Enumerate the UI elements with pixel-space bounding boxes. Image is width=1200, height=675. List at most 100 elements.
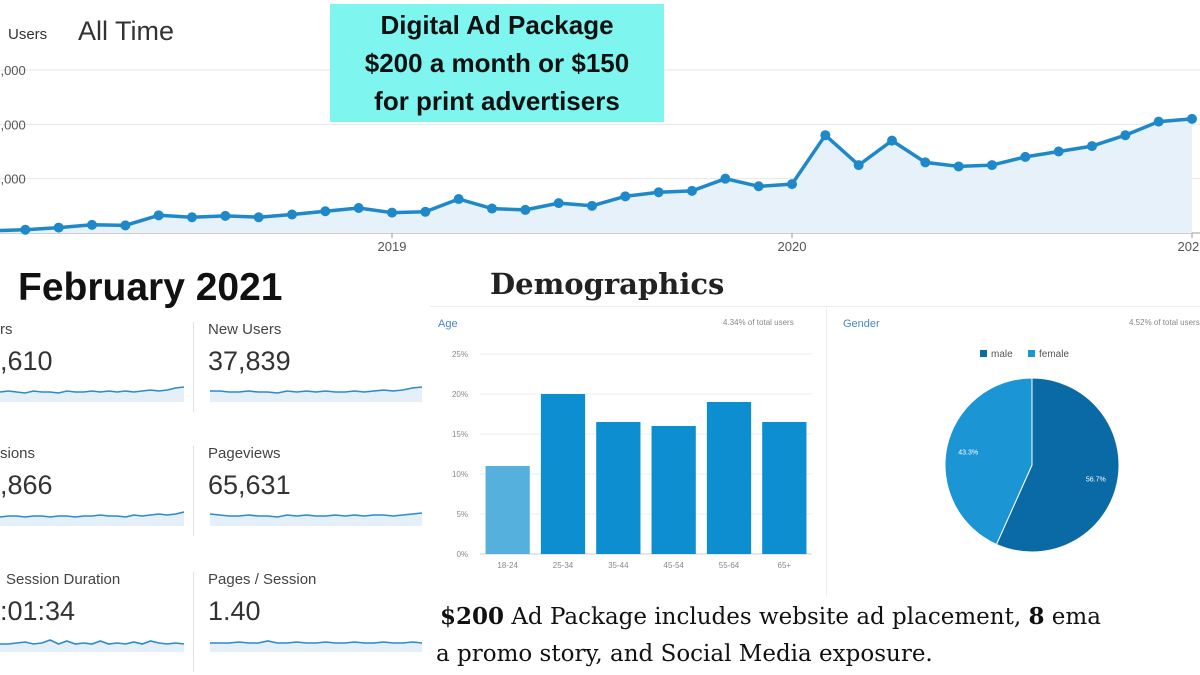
- data-point[interactable]: [87, 219, 97, 230]
- data-point[interactable]: [1187, 113, 1197, 124]
- metric-tile-new-users[interactable]: New Users 37,839: [206, 318, 426, 408]
- age-bar-chart: 25% 20% 15% 10% 5% 0% 18-24 25-34 35-44 45-54 55-…: [452, 350, 812, 570]
- legend-swatch: [980, 350, 987, 357]
- data-point[interactable]: [553, 198, 564, 209]
- data-point[interactable]: [487, 203, 497, 214]
- x-tick-label: 25-34: [553, 561, 574, 570]
- data-point[interactable]: [1053, 146, 1064, 157]
- data-point[interactable]: [820, 130, 831, 141]
- data-point[interactable]: [520, 204, 531, 215]
- data-point[interactable]: [453, 194, 464, 205]
- sparkline: [0, 386, 184, 402]
- description-text: Ad Package includes website ad placement…: [504, 604, 1029, 630]
- data-point[interactable]: [1087, 141, 1097, 152]
- metric-label: Session Duration: [6, 571, 121, 588]
- x-tick-label: 55-64: [719, 561, 740, 570]
- y-tick-label: 40,000: [0, 117, 26, 132]
- legend-label: female: [1039, 349, 1069, 360]
- promo-line-3: for print advertisers: [374, 86, 620, 116]
- data-point[interactable]: [587, 200, 597, 211]
- data-point[interactable]: [387, 207, 397, 218]
- data-point[interactable]: [687, 185, 697, 196]
- age-bar[interactable]: [485, 466, 530, 554]
- x-axis-ticks: 2019 2020 2021: [378, 233, 1200, 254]
- data-point[interactable]: [787, 179, 797, 190]
- metric-tile-session-duration[interactable]: Session Duration :01:34: [0, 568, 190, 668]
- x-tick-label: 2021: [1178, 239, 1200, 254]
- legend-swatch: [1028, 350, 1035, 357]
- data-point[interactable]: [620, 191, 631, 202]
- age-bar[interactable]: [540, 394, 586, 554]
- data-point[interactable]: [1020, 151, 1031, 162]
- demographics-title: Demographics: [490, 267, 725, 301]
- data-point[interactable]: [253, 212, 264, 223]
- age-bar[interactable]: [762, 422, 807, 554]
- data-point[interactable]: [987, 160, 997, 171]
- data-point[interactable]: [153, 210, 164, 221]
- metric-tile-pageviews[interactable]: Pageviews 65,631: [206, 442, 426, 532]
- metric-value: ,866: [0, 470, 53, 500]
- legend-label: male: [991, 349, 1013, 360]
- sparkline: [0, 639, 184, 652]
- metric-label: sions: [0, 445, 36, 462]
- metric-label: Pageviews: [208, 445, 281, 462]
- users-line-chart: 60,000 40,000 20,000 2019 2020 2021: [0, 63, 1200, 254]
- age-bar[interactable]: [651, 426, 696, 554]
- y-tick-label: 5%: [456, 510, 468, 519]
- metric-value: 37,839: [208, 346, 291, 376]
- age-bar[interactable]: [596, 422, 641, 554]
- data-point[interactable]: [1153, 116, 1164, 127]
- age-bar[interactable]: [706, 402, 752, 554]
- metric-value: 65,631: [208, 470, 291, 500]
- metric-tile-users[interactable]: rs ,610: [0, 318, 190, 408]
- data-point[interactable]: [1120, 130, 1131, 141]
- package-description: $200 Ad Package includes website ad plac…: [436, 598, 1200, 673]
- range-label: All Time: [78, 16, 175, 46]
- metric-value: :01:34: [0, 596, 76, 626]
- promo-box: Digital Ad Package $200 a month or $150 …: [330, 4, 664, 122]
- promo-line-2: $200 a month or $150: [364, 48, 630, 78]
- gender-total-note: 4.52% of total users: [1129, 318, 1200, 327]
- data-point[interactable]: [20, 224, 31, 235]
- data-point[interactable]: [120, 220, 131, 231]
- metric-label: Pages / Session: [208, 571, 317, 588]
- age-total-note: 4.34% of total users: [723, 318, 794, 327]
- data-point[interactable]: [720, 173, 731, 184]
- data-point[interactable]: [220, 210, 231, 221]
- data-point[interactable]: [320, 206, 331, 217]
- data-point[interactable]: [420, 206, 431, 217]
- sparkline: [210, 640, 422, 652]
- metric-label: New Users: [208, 321, 282, 338]
- y-tick-label: 20,000: [0, 172, 26, 187]
- data-point[interactable]: [187, 212, 197, 223]
- data-point[interactable]: [287, 209, 297, 220]
- pie-slice-male[interactable]: [995, 377, 1120, 553]
- data-point[interactable]: [887, 135, 897, 146]
- sparkline: [0, 511, 184, 526]
- metric-label: Users: [8, 26, 48, 43]
- y-tick-label: 0%: [456, 550, 468, 559]
- y-tick-label: 10%: [452, 470, 468, 479]
- y-axis-ticks: 60,000 40,000 20,000: [0, 63, 26, 187]
- metric-tile-pages-per-session[interactable]: Pages / Session 1.40: [206, 568, 426, 668]
- data-point[interactable]: [653, 187, 664, 198]
- y-tick-label: 15%: [452, 430, 468, 439]
- divider: [193, 572, 194, 672]
- data-point[interactable]: [753, 181, 764, 192]
- slice-value-label: 43.3%: [958, 449, 978, 456]
- x-tick-label: 2019: [378, 239, 407, 254]
- pie-slice-female[interactable]: [944, 377, 1033, 546]
- x-tick-label: 35-44: [608, 561, 629, 570]
- data-point[interactable]: [920, 157, 931, 168]
- data-point[interactable]: [53, 222, 64, 233]
- data-point[interactable]: [353, 203, 364, 214]
- y-tick-label: 60,000: [0, 63, 26, 78]
- y-tick-label: 25%: [452, 350, 468, 359]
- data-point[interactable]: [853, 160, 864, 171]
- metric-value: ,610: [0, 346, 53, 376]
- description-line-1: $200 Ad Package includes website ad plac…: [440, 598, 1200, 636]
- data-point[interactable]: [953, 161, 964, 172]
- metric-tile-sessions[interactable]: sions ,866: [0, 442, 190, 532]
- promo-line-1: Digital Ad Package: [380, 10, 614, 40]
- y-tick-label: 20%: [452, 390, 468, 399]
